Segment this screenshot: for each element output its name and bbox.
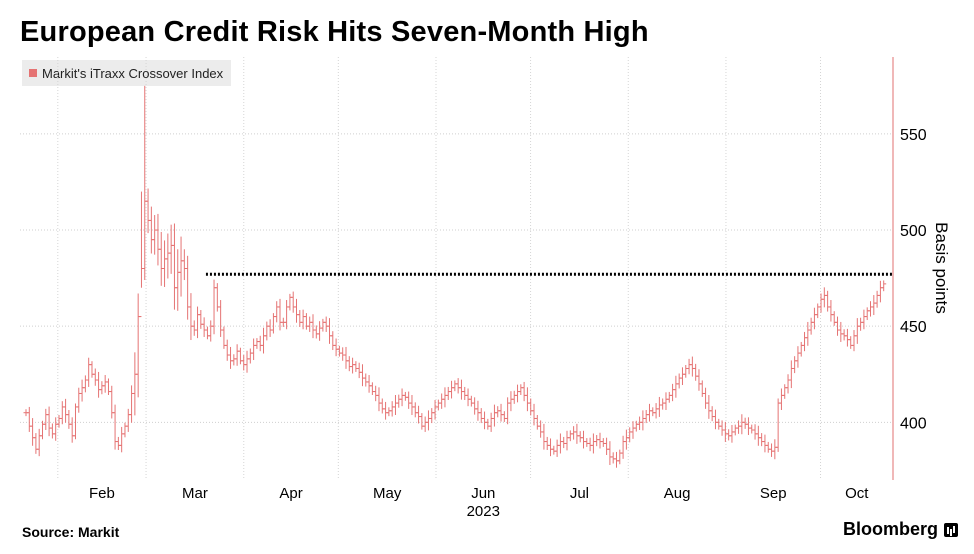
source-note: Source: Markit bbox=[22, 524, 120, 540]
chart-title: European Credit Risk Hits Seven-Month Hi… bbox=[20, 16, 649, 48]
terminal-icon bbox=[944, 522, 958, 537]
x-year-label: 2023 bbox=[467, 503, 500, 520]
y-axis-title: Basis points bbox=[932, 222, 951, 314]
x-tick-label: Oct bbox=[845, 485, 869, 502]
y-tick-label: 550 bbox=[900, 127, 927, 144]
y-tick-label: 450 bbox=[900, 319, 927, 336]
x-tick-label: Apr bbox=[279, 485, 302, 502]
legend: Markit's iTraxx Crossover Index bbox=[22, 60, 232, 86]
x-tick-label: Feb bbox=[89, 485, 115, 502]
legend-swatch bbox=[29, 69, 37, 77]
brand-logo: Bloomberg bbox=[843, 519, 958, 540]
x-tick-label: Jun bbox=[471, 485, 495, 502]
x-tick-label: Sep bbox=[760, 485, 787, 502]
x-tick-label: Mar bbox=[182, 485, 208, 502]
brand-name: Bloomberg bbox=[842, 519, 938, 539]
legend-label: Markit's iTraxx Crossover Index bbox=[42, 65, 224, 81]
x-tick-label: Jul bbox=[570, 485, 589, 502]
y-tick-label: 400 bbox=[900, 415, 927, 432]
x-tick-label: Aug bbox=[664, 485, 691, 502]
y-tick-label: 500 bbox=[900, 223, 927, 240]
x-tick-label: May bbox=[373, 485, 402, 502]
